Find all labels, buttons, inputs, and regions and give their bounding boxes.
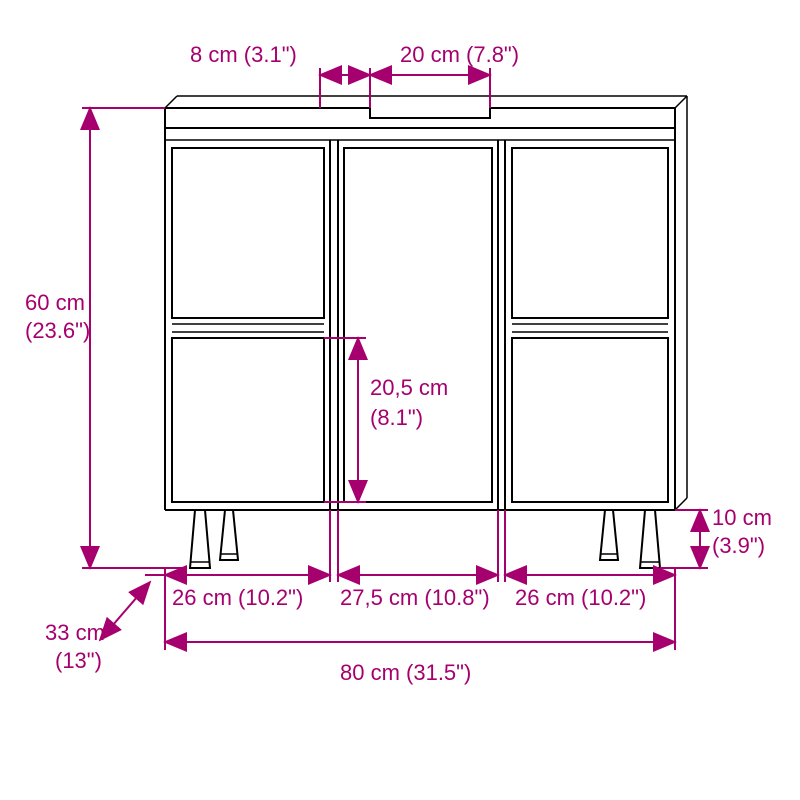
dim-26cm-right: 26 cm (10.2") [515,585,646,610]
dim-33cm-cm: 33 cm [45,620,105,645]
dimension-annotations: 8 cm (3.1") 20 cm (7.8") 60 cm (23.6") 3… [25,42,772,685]
cabinet-leg [190,510,210,568]
dim-275cm: 27,5 cm (10.8") [340,585,490,610]
dim-33cm-in: (13") [55,648,102,673]
dim-20cm: 20 cm (7.8") [400,42,519,67]
dim-60cm-cm: 60 cm [25,290,85,315]
dim-205cm-cm: 20,5 cm [370,375,448,400]
dim-80cm: 80 cm (31.5") [340,660,471,685]
dim-205cm-in: (8.1") [370,405,423,430]
dim-8cm: 8 cm (3.1") [190,42,297,67]
dim-60cm-in: (23.6") [25,318,90,343]
dimension-drawing: 8 cm (3.1") 20 cm (7.8") 60 cm (23.6") 3… [0,0,800,800]
cabinet-outline [165,96,687,568]
dim-10cm-cm: 10 cm [712,505,772,530]
dim-10cm-in: (3.9") [712,533,765,558]
dim-26cm-left: 26 cm (10.2") [172,585,303,610]
